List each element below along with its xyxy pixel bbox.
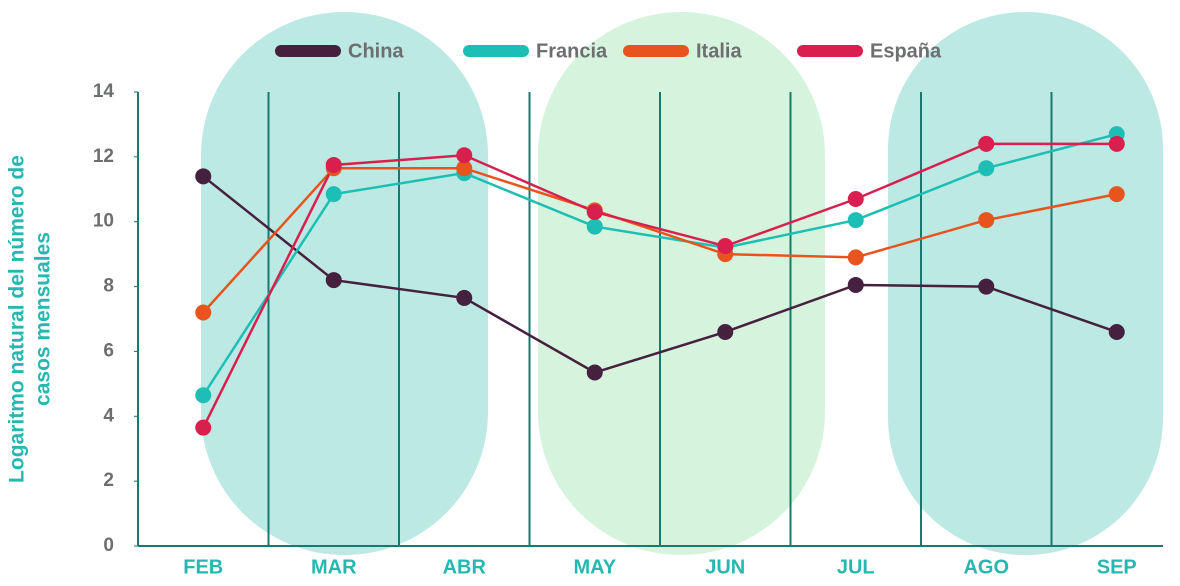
- y-axis-label-line: Logaritmo natural del número de: [6, 155, 29, 483]
- legend-label: Francia: [536, 40, 608, 62]
- y-tick-label: 4: [103, 405, 114, 426]
- data-point: [717, 323, 734, 340]
- legend-item: Francia: [463, 40, 608, 62]
- y-tick-label: 0: [103, 535, 114, 556]
- x-tick-label: SEP: [1097, 556, 1137, 578]
- x-tick-label: MAY: [573, 556, 616, 578]
- data-point: [195, 304, 212, 321]
- data-point: [978, 160, 995, 177]
- data-point: [847, 249, 864, 266]
- legend-item: Italia: [623, 40, 742, 62]
- highlight-band: [201, 12, 488, 555]
- x-tick-label: JUL: [837, 556, 875, 578]
- y-tick-label: 2: [103, 470, 114, 491]
- series-line: [202, 132, 1118, 396]
- x-tick-label: FEB: [183, 556, 223, 578]
- y-tick-label: 14: [93, 81, 115, 102]
- series-line: [202, 175, 1118, 374]
- legend-label: España: [870, 40, 942, 62]
- data-point: [978, 278, 995, 295]
- data-point: [456, 147, 473, 164]
- data-point: [586, 364, 603, 381]
- highlight-band: [888, 12, 1163, 555]
- data-point: [1108, 186, 1125, 203]
- data-point: [978, 212, 995, 229]
- legend-label: China: [348, 40, 404, 62]
- legend-label: Italia: [696, 40, 742, 62]
- series-line: [202, 166, 1117, 314]
- x-tick-label: ABR: [443, 556, 487, 578]
- data-point: [847, 212, 864, 229]
- data-point: [325, 156, 342, 173]
- y-tick-label: 10: [93, 211, 114, 232]
- y-axis-label-line: casos mensuales: [32, 232, 55, 406]
- data-point: [1108, 135, 1125, 152]
- x-tick-label: AGO: [963, 556, 1009, 578]
- y-tick-label: 8: [103, 276, 114, 297]
- data-point: [978, 135, 995, 152]
- data-point: [325, 272, 342, 289]
- x-tick-label: JUN: [705, 556, 745, 578]
- data-point: [586, 203, 603, 220]
- series-line: [202, 142, 1117, 429]
- y-tick-label: 6: [103, 340, 114, 361]
- data-point: [195, 168, 212, 185]
- data-point: [847, 191, 864, 208]
- data-point: [456, 160, 473, 177]
- data-point: [456, 289, 473, 306]
- highlight-band: [538, 12, 825, 555]
- data-point: [847, 276, 864, 293]
- data-point: [195, 387, 212, 404]
- data-point: [1108, 323, 1125, 340]
- x-tick-label: MAR: [311, 556, 357, 578]
- data-point: [325, 186, 342, 203]
- data-point: [586, 218, 603, 235]
- y-tick-label: 12: [93, 146, 114, 167]
- y-axis-label: Logaritmo natural del número de casos me…: [6, 155, 55, 483]
- data-point: [195, 419, 212, 436]
- legend-item: España: [797, 40, 942, 62]
- data-point: [717, 238, 734, 255]
- legend-item: China: [275, 40, 404, 62]
